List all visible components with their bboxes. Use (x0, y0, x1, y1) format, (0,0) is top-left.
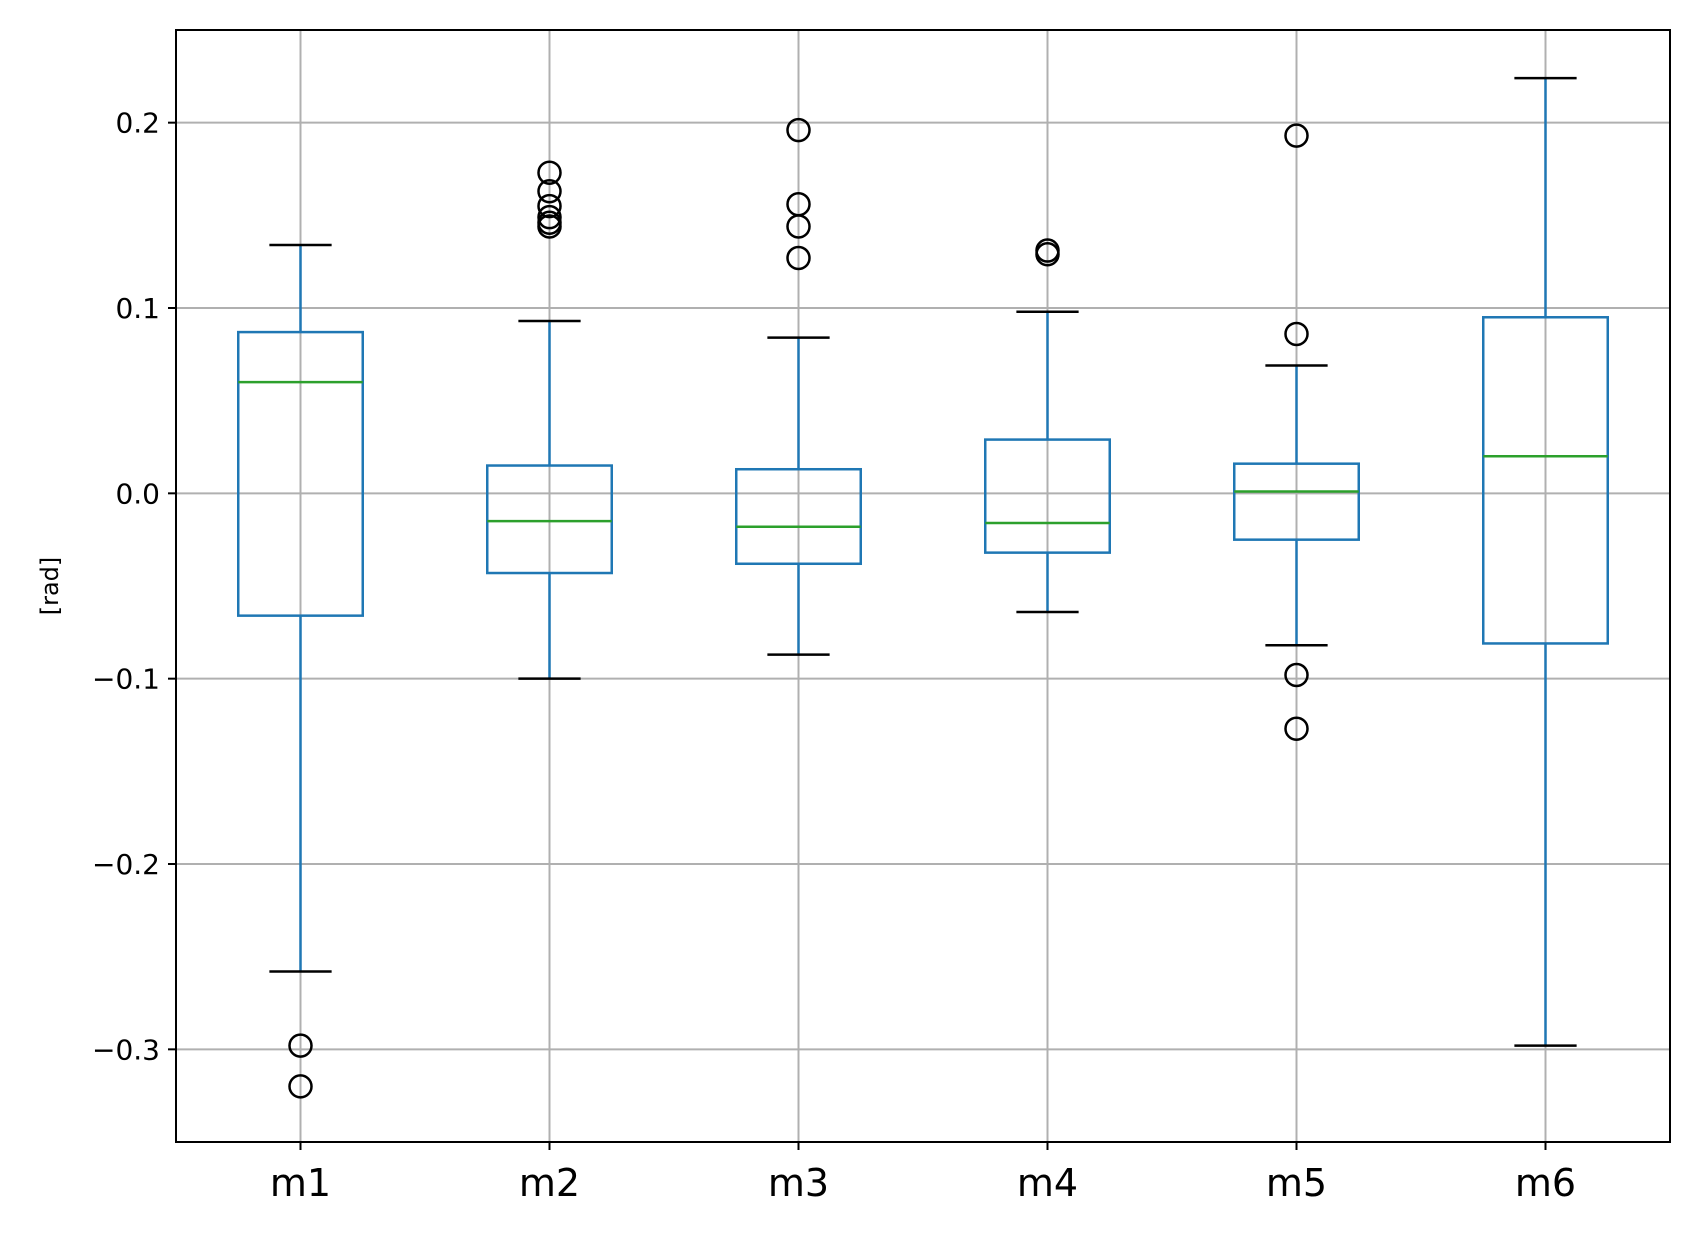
outlier-point (288, 1033, 313, 1058)
y-tick-label: 0.2 (115, 107, 160, 140)
box-group-m1 (237, 243, 364, 1099)
axes-frame (175, 29, 1671, 1143)
x-tick-label: m4 (1017, 1161, 1078, 1205)
iqr-box (1482, 316, 1609, 645)
x-tick-label: m2 (519, 1161, 580, 1205)
outlier-point (537, 193, 562, 219)
outlier-point (1284, 321, 1309, 347)
iqr-box (984, 438, 1111, 554)
y-tick-label: 0.0 (115, 477, 160, 510)
box-group-m2 (486, 160, 613, 680)
boxes (237, 76, 1609, 1099)
y-tick-label: −0.1 (92, 663, 160, 696)
outlier-point (537, 178, 562, 204)
x-tick-label: m6 (1515, 1161, 1576, 1205)
x-tick-label: m5 (1266, 1161, 1327, 1205)
x-tick-label: m1 (270, 1161, 331, 1205)
outlier-point (1284, 716, 1309, 741)
iqr-box (237, 330, 364, 617)
y-axis-label: [rad] (36, 557, 64, 616)
iqr-box (735, 467, 862, 566)
box-group-m5 (1233, 123, 1360, 741)
y-tick-label: −0.3 (92, 1033, 160, 1066)
ticks: −0.3 −0.2 −0.1 0.0 0.1 0.2 m1 m2 m3 m4 m5 m6 (92, 107, 1576, 1205)
y-tick-label: 0.1 (115, 292, 160, 325)
box-group-m4 (984, 238, 1111, 614)
outlier-point (537, 214, 562, 239)
iqr-box (1233, 462, 1360, 541)
box-group-m6 (1482, 76, 1609, 1047)
x-tick-label: m3 (768, 1161, 829, 1205)
outlier-point (537, 204, 562, 230)
outlier-point (786, 117, 811, 143)
outlier-point (288, 1074, 313, 1099)
outlier-point (1284, 662, 1309, 688)
outlier-point (786, 245, 811, 271)
y-tick-label: −0.2 (92, 848, 160, 881)
outlier-point (786, 214, 811, 239)
box-group-m3 (735, 117, 862, 656)
outlier-point (1035, 242, 1060, 267)
iqr-box (486, 464, 613, 575)
outlier-point (537, 160, 562, 185)
outlier-point (1284, 123, 1309, 148)
